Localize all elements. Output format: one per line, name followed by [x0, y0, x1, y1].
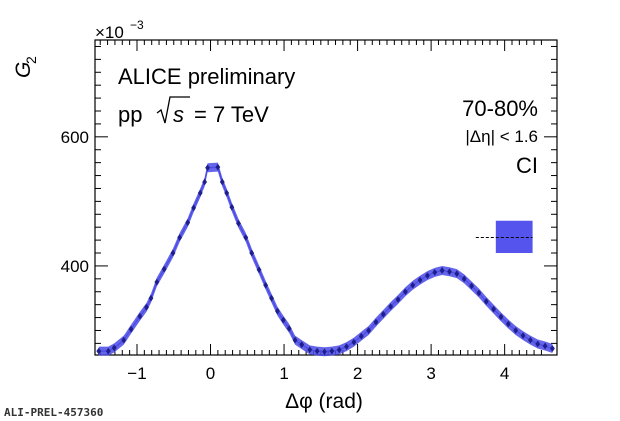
x-tick-label: 1	[279, 364, 288, 383]
data-point	[351, 338, 357, 346]
data-point	[249, 249, 255, 257]
data-point	[520, 332, 526, 340]
uncertainty-band	[98, 162, 553, 357]
y-tick-label: 400	[61, 257, 89, 276]
y-tick-label: 600	[61, 128, 89, 147]
data-point	[161, 265, 167, 273]
data-point	[439, 267, 445, 274]
eta-cut-label: |Δη| < 1.6	[465, 127, 538, 146]
data-point	[366, 327, 372, 334]
sqrt-s-variable: s	[173, 102, 184, 127]
data-point	[292, 336, 298, 344]
sqrt-s-symbol: s	[156, 96, 190, 127]
system-prefix: pp	[118, 102, 142, 127]
data-point	[224, 189, 230, 197]
data-point	[425, 272, 430, 280]
systematic-box-group	[475, 220, 533, 254]
data-point	[491, 305, 497, 313]
data-point	[373, 318, 379, 326]
x-tick-label: 3	[426, 364, 435, 383]
data-point	[388, 303, 394, 310]
data-point	[417, 276, 423, 284]
data-point	[307, 346, 313, 354]
y-axis-label-group: G 2	[12, 56, 39, 78]
data-point	[550, 345, 555, 352]
data-point	[527, 336, 533, 344]
data-point	[322, 348, 327, 356]
x-ticks: −1 0 1 2 3 4	[99, 40, 542, 383]
data-point	[314, 347, 320, 355]
data-point	[542, 342, 548, 350]
data-point	[205, 164, 210, 172]
data-point	[144, 303, 149, 311]
data-point	[219, 178, 225, 186]
data-point	[148, 294, 154, 302]
y-multiplier-exponent: −3	[130, 18, 144, 32]
data-point	[121, 336, 127, 344]
series-line	[98, 166, 553, 353]
ci-label: CI	[516, 153, 538, 178]
system-energy: = 7 TeV	[194, 102, 269, 127]
y-ticks: 400 600	[61, 45, 557, 344]
data-point	[137, 312, 143, 320]
data-point	[410, 281, 416, 289]
data-point	[498, 313, 504, 321]
data-point	[299, 341, 305, 349]
data-point	[96, 347, 102, 355]
data-point	[263, 281, 269, 289]
data-point	[197, 189, 203, 197]
preliminary-id: ALI-PREL-457360	[4, 406, 103, 419]
data-point	[483, 298, 489, 305]
data-point	[344, 343, 349, 351]
data-point	[380, 310, 386, 318]
data-point	[476, 289, 482, 297]
y-axis-label-subscript: 2	[23, 56, 39, 64]
data-point	[191, 204, 197, 212]
data-point	[185, 219, 191, 227]
data-point	[280, 316, 286, 324]
data-point	[269, 294, 274, 302]
data-point	[513, 327, 519, 334]
data-point	[402, 288, 408, 296]
data-point	[105, 347, 111, 355]
data-point	[215, 163, 221, 171]
data-point	[236, 219, 241, 227]
data-points	[96, 163, 555, 356]
y-axis-label: G	[12, 62, 35, 78]
data-point	[202, 178, 208, 186]
series-polyline	[98, 166, 553, 353]
data-point	[256, 266, 262, 274]
data-point	[395, 296, 401, 303]
data-point	[154, 278, 160, 286]
data-point	[170, 249, 176, 257]
x-tick-label: 0	[206, 364, 215, 383]
data-point	[461, 275, 467, 283]
data-point	[177, 234, 183, 241]
data-point	[432, 268, 438, 276]
data-point	[469, 282, 474, 290]
data-point	[243, 234, 249, 241]
systematic-box	[495, 220, 533, 254]
data-point	[329, 347, 335, 355]
data-point	[358, 332, 364, 340]
experiment-label: ALICE preliminary	[118, 64, 295, 89]
x-tick-label: 4	[500, 364, 509, 383]
x-tick-label: 2	[353, 364, 362, 383]
x-tick-label: −1	[127, 364, 146, 383]
data-point	[454, 270, 460, 278]
data-point	[535, 340, 541, 348]
data-point	[336, 346, 342, 354]
x-axis-label: Δφ (rad)	[285, 390, 363, 413]
data-point	[128, 325, 134, 333]
data-point	[111, 344, 117, 352]
uncertainty-band-area	[98, 162, 553, 357]
y-multiplier: ×10	[95, 23, 124, 42]
data-point	[505, 320, 511, 328]
data-point	[286, 325, 292, 332]
centrality-label: 70-80%	[462, 96, 538, 121]
data-point	[229, 203, 235, 211]
data-point	[447, 268, 452, 276]
data-point	[275, 307, 280, 315]
